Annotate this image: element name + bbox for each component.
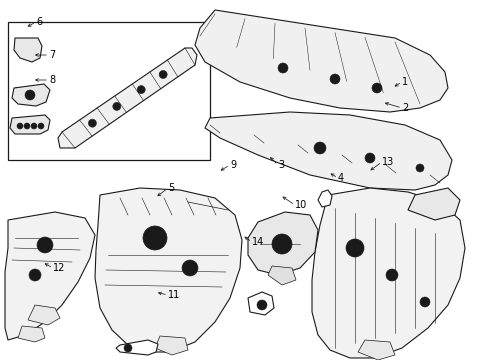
Circle shape <box>365 153 375 163</box>
Text: 6: 6 <box>36 17 42 27</box>
Circle shape <box>31 123 37 129</box>
Polygon shape <box>312 188 465 358</box>
Circle shape <box>143 226 167 250</box>
Circle shape <box>420 297 430 307</box>
Polygon shape <box>58 48 197 148</box>
Circle shape <box>257 300 267 310</box>
Polygon shape <box>248 292 274 315</box>
Text: 5: 5 <box>168 183 174 193</box>
Circle shape <box>372 83 382 93</box>
Text: 12: 12 <box>53 263 65 273</box>
Circle shape <box>330 74 340 84</box>
Text: 3: 3 <box>278 160 284 170</box>
Polygon shape <box>358 340 395 360</box>
Circle shape <box>29 269 41 281</box>
Circle shape <box>137 86 145 94</box>
Text: 8: 8 <box>49 75 55 85</box>
Circle shape <box>38 123 44 129</box>
Polygon shape <box>18 326 45 342</box>
Polygon shape <box>318 190 332 207</box>
Polygon shape <box>12 84 50 106</box>
Polygon shape <box>28 305 60 325</box>
Circle shape <box>113 102 121 111</box>
Text: 4: 4 <box>338 173 344 183</box>
Text: 13: 13 <box>382 157 394 167</box>
Circle shape <box>24 123 30 129</box>
Circle shape <box>25 90 35 100</box>
Polygon shape <box>95 188 242 352</box>
Circle shape <box>17 123 23 129</box>
Circle shape <box>272 234 292 254</box>
Text: 1: 1 <box>402 77 408 87</box>
Polygon shape <box>195 10 448 112</box>
Circle shape <box>386 269 398 281</box>
Polygon shape <box>116 340 158 355</box>
Polygon shape <box>14 38 42 62</box>
Circle shape <box>159 71 167 78</box>
Polygon shape <box>268 266 296 285</box>
Text: 7: 7 <box>49 50 55 60</box>
Circle shape <box>182 260 198 276</box>
Circle shape <box>278 63 288 73</box>
Text: 10: 10 <box>295 200 307 210</box>
Circle shape <box>346 239 364 257</box>
Circle shape <box>37 237 53 253</box>
Text: 2: 2 <box>402 103 408 113</box>
Circle shape <box>124 344 132 352</box>
Circle shape <box>88 119 97 127</box>
Polygon shape <box>155 336 188 355</box>
Circle shape <box>416 164 424 172</box>
Polygon shape <box>10 115 50 134</box>
Polygon shape <box>408 188 460 220</box>
Text: 14: 14 <box>252 237 264 247</box>
Polygon shape <box>5 212 95 340</box>
Circle shape <box>314 142 326 154</box>
Polygon shape <box>248 212 318 275</box>
Text: 11: 11 <box>168 290 180 300</box>
Polygon shape <box>8 22 210 160</box>
Text: 9: 9 <box>230 160 236 170</box>
Polygon shape <box>205 112 452 190</box>
